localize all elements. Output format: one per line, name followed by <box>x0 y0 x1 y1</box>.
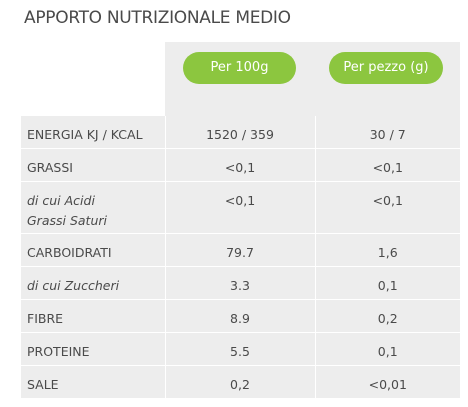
value-per-100g: <0,1 <box>224 160 256 175</box>
table-row-grassi: GRASSI <0,1 <0,1 <box>21 148 460 182</box>
nutrition-table: ENERGIA KJ / KCAL 1520 / 359 30 / 7 GRASSI <… <box>21 116 460 399</box>
column-header-per-100g: Per 100g <box>183 52 296 84</box>
row-label: FIBRE <box>27 311 64 326</box>
row-label: di cui Acidi Grassi Saturi <box>27 193 107 228</box>
table-row-acidi-grassi-saturi: di cui Acidi Grassi Saturi <0,1 <0,1 <box>21 181 460 234</box>
row-label: CARBOIDRATI <box>27 245 112 260</box>
table-row-proteine: PROTEINE 5.5 0,1 <box>21 332 460 366</box>
value-per-piece: 30 / 7 <box>369 127 406 142</box>
row-label: GRASSI <box>27 160 73 175</box>
value-per-100g: 3.3 <box>230 278 250 293</box>
table-row-carboidrati: CARBOIDRATI 79.7 1,6 <box>21 233 460 267</box>
value-per-100g: 79.7 <box>226 245 254 260</box>
table-row-energia: ENERGIA KJ / KCAL 1520 / 359 30 / 7 <box>21 116 460 149</box>
value-per-piece: <0,1 <box>372 193 403 208</box>
value-per-piece: 0,1 <box>377 278 398 293</box>
row-label: SALE <box>27 377 59 392</box>
column-header-per-piece: Per pezzo (g) <box>329 52 443 84</box>
value-per-100g: 5.5 <box>230 344 250 359</box>
value-per-100g: 8.9 <box>230 311 250 326</box>
table-row-sale: SALE 0,2 <0,01 <box>21 365 460 399</box>
value-per-100g: 0,2 <box>230 377 250 392</box>
value-per-piece: 0,2 <box>377 311 398 326</box>
value-per-100g: <0,1 <box>224 193 256 208</box>
value-per-piece: <0,1 <box>372 160 403 175</box>
row-label: ENERGIA KJ / KCAL <box>27 127 143 142</box>
value-per-100g: 1520 / 359 <box>206 127 274 142</box>
table-row-fibre: FIBRE 8.9 0,2 <box>21 299 460 333</box>
page-title: APPORTO NUTRIZIONALE MEDIO <box>24 8 291 28</box>
value-per-piece: <0,01 <box>368 377 407 392</box>
value-per-piece: 1,6 <box>377 245 398 260</box>
row-label: di cui Zuccheri <box>27 278 120 293</box>
row-label: PROTEINE <box>27 344 90 359</box>
value-per-piece: 0,1 <box>377 344 398 359</box>
table-row-zuccheri: di cui Zuccheri 3.3 0,1 <box>21 266 460 300</box>
nutrition-table-body: ENERGIA KJ / KCAL 1520 / 359 30 / 7 GRASSI <… <box>21 116 460 399</box>
